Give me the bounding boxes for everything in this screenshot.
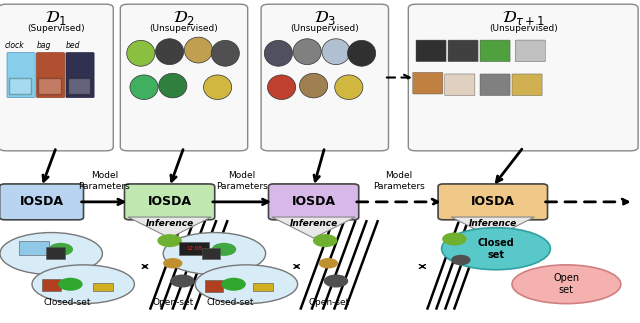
Text: IOSDA: IOSDA (20, 195, 63, 208)
FancyBboxPatch shape (179, 242, 209, 255)
Circle shape (443, 233, 466, 245)
FancyBboxPatch shape (512, 74, 542, 96)
FancyBboxPatch shape (269, 184, 359, 220)
Ellipse shape (204, 75, 232, 99)
Text: IOSDA: IOSDA (292, 195, 335, 208)
FancyBboxPatch shape (9, 78, 31, 94)
FancyBboxPatch shape (480, 74, 510, 96)
Ellipse shape (268, 75, 296, 99)
Text: (Unsupervised): (Unsupervised) (489, 24, 558, 33)
FancyBboxPatch shape (448, 40, 478, 62)
Ellipse shape (159, 73, 187, 98)
Text: Open-set: Open-set (152, 298, 193, 307)
FancyBboxPatch shape (515, 40, 545, 62)
Text: (Supervised): (Supervised) (28, 24, 85, 33)
FancyBboxPatch shape (0, 4, 113, 151)
Text: $\mathcal{D}_{\tau+1}$: $\mathcal{D}_{\tau+1}$ (502, 9, 545, 27)
Ellipse shape (163, 233, 266, 275)
Ellipse shape (512, 265, 621, 304)
FancyBboxPatch shape (38, 78, 61, 94)
FancyBboxPatch shape (253, 283, 273, 291)
FancyBboxPatch shape (205, 280, 223, 292)
Text: Model
Parameters: Model Parameters (373, 171, 424, 191)
Ellipse shape (264, 40, 292, 66)
FancyBboxPatch shape (408, 4, 638, 151)
Text: 12:08: 12:08 (186, 246, 202, 251)
Circle shape (158, 235, 181, 246)
FancyBboxPatch shape (416, 40, 446, 62)
FancyBboxPatch shape (445, 74, 475, 96)
Text: $\mathcal{D}_1$: $\mathcal{D}_1$ (45, 9, 67, 27)
Text: IOSDA: IOSDA (148, 195, 191, 208)
Ellipse shape (195, 265, 298, 304)
FancyBboxPatch shape (36, 53, 65, 98)
Text: Model
Parameters: Model Parameters (79, 171, 130, 191)
Circle shape (212, 244, 236, 255)
Text: Closed-set: Closed-set (207, 298, 254, 307)
Circle shape (171, 275, 194, 287)
Ellipse shape (127, 40, 155, 66)
FancyBboxPatch shape (7, 53, 35, 98)
Ellipse shape (293, 39, 321, 65)
Circle shape (314, 235, 337, 246)
Ellipse shape (211, 40, 239, 66)
FancyBboxPatch shape (120, 4, 248, 151)
Circle shape (164, 259, 182, 268)
Ellipse shape (32, 265, 134, 304)
Text: Inference: Inference (468, 219, 517, 228)
Circle shape (324, 275, 348, 287)
Text: Inference: Inference (289, 219, 338, 228)
FancyBboxPatch shape (66, 53, 94, 98)
Text: IOSDA: IOSDA (471, 195, 515, 208)
Circle shape (59, 278, 82, 290)
Ellipse shape (348, 40, 376, 66)
FancyBboxPatch shape (42, 279, 61, 291)
Text: Closed
set: Closed set (477, 238, 515, 259)
FancyBboxPatch shape (124, 184, 215, 220)
Text: (Unsupervised): (Unsupervised) (150, 24, 218, 33)
FancyBboxPatch shape (480, 40, 510, 62)
FancyBboxPatch shape (93, 283, 113, 291)
FancyBboxPatch shape (261, 4, 388, 151)
FancyBboxPatch shape (0, 184, 84, 220)
Circle shape (452, 255, 470, 265)
Ellipse shape (300, 73, 328, 98)
FancyBboxPatch shape (68, 78, 90, 94)
Ellipse shape (442, 228, 550, 270)
Circle shape (49, 244, 72, 255)
FancyBboxPatch shape (202, 248, 220, 259)
FancyBboxPatch shape (438, 184, 548, 220)
FancyBboxPatch shape (413, 72, 443, 94)
Text: $\mathcal{D}_3$: $\mathcal{D}_3$ (314, 9, 336, 27)
Circle shape (222, 278, 245, 290)
Text: Model
Parameters: Model Parameters (216, 171, 268, 191)
Text: clock: clock (4, 41, 24, 50)
Ellipse shape (156, 39, 184, 65)
Text: bed: bed (66, 41, 80, 50)
Ellipse shape (335, 75, 363, 99)
Text: Closed-set: Closed-set (44, 298, 91, 307)
Ellipse shape (322, 39, 350, 65)
Text: bag: bag (36, 41, 51, 50)
Text: (Unsupervised): (Unsupervised) (291, 24, 359, 33)
Text: Open-set: Open-set (309, 298, 350, 307)
Polygon shape (128, 217, 211, 238)
Ellipse shape (184, 37, 212, 63)
Ellipse shape (130, 75, 158, 99)
Text: Open
set: Open set (554, 274, 579, 295)
Text: $\mathcal{D}_2$: $\mathcal{D}_2$ (173, 9, 195, 27)
Circle shape (319, 259, 337, 268)
Polygon shape (451, 217, 534, 238)
Ellipse shape (0, 233, 102, 275)
FancyBboxPatch shape (19, 241, 49, 255)
FancyBboxPatch shape (46, 247, 65, 259)
Polygon shape (272, 217, 355, 238)
Text: Inference: Inference (145, 219, 194, 228)
